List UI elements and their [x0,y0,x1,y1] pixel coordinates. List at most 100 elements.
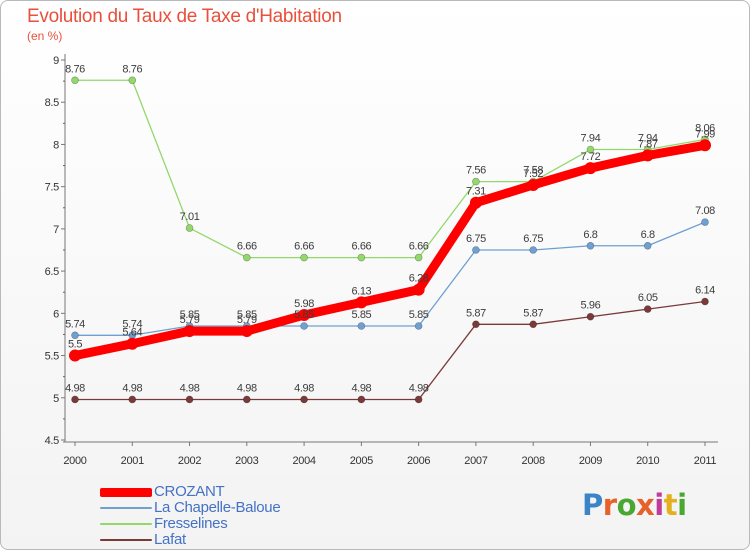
logo-letter: x [636,488,655,522]
data-point-lafat [701,297,709,306]
data-point-crozant [355,296,368,309]
data-label-lafat: 6.05 [638,292,658,304]
data-point-lafat [243,395,251,404]
data-point-la-chapelle-baloue [529,246,537,254]
data-point-la-chapelle-baloue [357,322,366,330]
data-label-la-chapelle-baloue: 5.85 [237,309,257,321]
data-point-lafat [472,320,480,329]
y-tick-label: 9 [53,55,59,67]
data-point-fresselines [243,253,251,262]
y-tick-label: 6.5 [45,266,60,278]
data-label-fresselines: 7.01 [180,211,200,223]
data-point-fresselines [586,145,595,154]
chart-subtitle: (en %) [27,29,63,43]
x-tick-label: 2007 [464,455,487,467]
logo-letter: t [663,488,678,522]
data-label-fresselines: 6.66 [409,241,429,253]
data-label-crozant: 5.98 [294,298,314,310]
data-label-lafat: 4.98 [122,382,142,394]
data-label-crozant: 6.13 [351,285,371,297]
data-label-lafat: 4.98 [351,382,371,394]
legend-swatch-fresselines [100,523,152,525]
data-label-crozant: 7.99 [695,128,715,140]
data-label-crozant: 5.79 [180,314,200,326]
data-point-la-chapelle-baloue [701,218,709,226]
data-point-lafat [357,395,366,404]
data-point-lafat [586,312,595,321]
y-tick-label: 4.5 [45,435,60,447]
data-point-lafat [529,320,537,329]
data-point-crozant [240,325,253,338]
series-line-lafat [74,300,706,401]
data-label-fresselines: 8.76 [122,63,142,75]
x-tick-label: 2009 [579,455,602,467]
data-label-lafat: 5.87 [466,307,486,319]
data-point-fresselines [414,253,423,262]
x-tick-label: 2002 [178,455,201,467]
data-point-fresselines [357,253,366,262]
data-label-crozant: 6.28 [409,273,429,285]
data-point-la-chapelle-baloue [586,241,595,250]
data-label-crozant: 7.72 [581,151,601,163]
data-label-crozant: 7.87 [638,138,658,150]
data-label-lafat: 6.14 [695,285,715,297]
y-tick-label: 5.5 [45,351,60,363]
data-point-crozant [126,337,139,350]
data-label-la-chapelle-baloue: 5.74 [122,318,142,330]
x-tick-label: 2003 [235,455,258,467]
legend-label-la-chapelle-baloue: La Chapelle-Baloue [154,499,281,516]
x-tick-label: 2011 [694,455,717,467]
y-tick-label: 5 [53,393,59,405]
data-label-lafat: 4.98 [180,382,200,394]
x-tick-label: 2006 [407,455,430,467]
x-tick-label: 2001 [121,455,144,467]
legend-swatch-crozant [100,488,152,497]
data-point-lafat [414,395,423,404]
data-point-la-chapelle-baloue [71,331,79,340]
logo-letter: P [582,488,603,522]
series-line-crozant [70,140,710,361]
data-point-crozant [69,349,81,362]
data-label-la-chapelle-baloue: 5.85 [180,309,200,321]
data-label-lafat: 4.98 [294,382,314,394]
x-tick-label: 2004 [292,455,315,467]
y-tick-label: 8 [53,139,59,151]
data-point-lafat [300,395,308,404]
legend-label-crozant: CROZANT [154,483,225,500]
data-point-crozant [584,162,597,175]
chart-title: Evolution du Taux de Taxe d'Habitation [27,6,342,27]
data-label-lafat: 4.98 [65,382,85,394]
data-point-fresselines [71,76,79,85]
data-point-lafat [185,395,194,404]
data-label-la-chapelle-baloue: 6.8 [583,229,597,241]
data-point-crozant [641,149,654,162]
data-label-fresselines: 8.06 [695,122,715,134]
y-tick-label: 7 [53,224,59,236]
y-tick-label: 8.5 [45,97,60,109]
data-point-lafat [71,395,79,404]
data-point-la-chapelle-baloue [300,322,308,330]
data-label-la-chapelle-baloue: 7.08 [695,205,715,217]
legend-swatch-lafat [100,539,152,541]
data-label-fresselines: 6.66 [237,241,257,253]
x-tick-label: 2010 [636,455,659,467]
data-label-fresselines: 7.94 [581,133,601,145]
data-label-lafat: 4.98 [409,382,429,394]
data-point-la-chapelle-baloue [472,246,480,254]
data-point-fresselines [300,253,308,262]
y-tick-label: 7.5 [45,182,60,194]
proxiti-logo: Proxiti [582,488,687,522]
y-tick-label: 6 [53,308,59,320]
data-label-la-chapelle-baloue: 6.75 [466,233,486,245]
data-point-crozant [412,283,425,296]
data-point-lafat [643,305,652,313]
x-tick-label: 2000 [63,455,86,467]
data-label-fresselines: 7.56 [466,165,486,177]
data-point-la-chapelle-baloue [414,322,423,330]
x-tick-label: 2008 [522,455,545,467]
data-label-fresselines: 6.66 [294,241,314,253]
data-label-la-chapelle-baloue: 6.75 [523,233,543,245]
logo-letter: i [654,488,664,522]
data-label-fresselines: 6.66 [351,241,371,253]
